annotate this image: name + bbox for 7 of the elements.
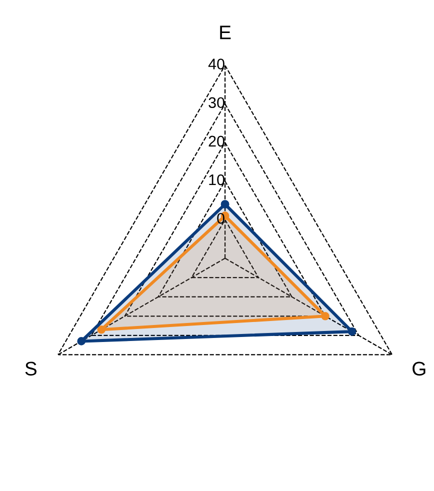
y-tick-label: 40 xyxy=(208,58,224,70)
y-tick-label: 10 xyxy=(209,174,224,186)
spoke-label: G xyxy=(412,362,426,376)
spoke-label: S xyxy=(25,362,36,376)
y-tick-label: 20 xyxy=(208,136,224,147)
y-tick-label: 30 xyxy=(208,97,224,108)
spoke-label: E xyxy=(220,26,231,40)
